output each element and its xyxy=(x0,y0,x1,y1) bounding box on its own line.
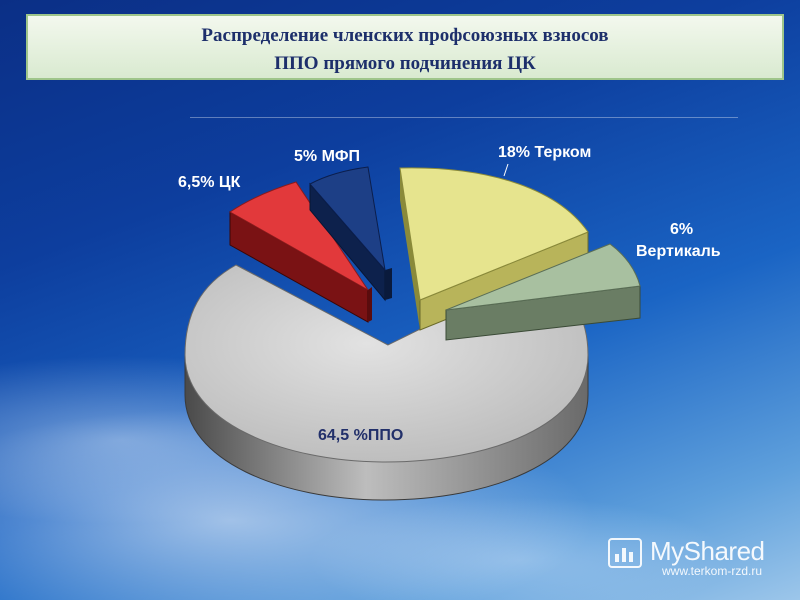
label-ppo: 64,5 %ППО xyxy=(318,427,403,444)
terkom-leader-line xyxy=(503,163,509,177)
slice-vertikal-top xyxy=(445,243,641,311)
title-box: Распределение членских профсоюзных взнос… xyxy=(26,14,784,80)
watermark: MyShared www.terkom-rzd.ru xyxy=(608,536,788,596)
watermark-url: www.terkom-rzd.ru xyxy=(662,564,763,578)
slice-ck-top xyxy=(229,181,369,291)
myshared-logo-icon xyxy=(608,538,642,568)
slice-terkom-side xyxy=(400,168,420,330)
label-terkom: 18% Терком xyxy=(498,144,591,161)
slice-mfp-top xyxy=(309,166,386,272)
slice-ck-side2 xyxy=(368,287,372,322)
label-ck: 6,5% ЦК xyxy=(178,174,241,191)
title-line-1: Распределение членских профсоюзных взнос… xyxy=(201,25,609,46)
watermark-name: MyShared xyxy=(650,536,765,566)
label-vertikal-value: 6% xyxy=(670,221,693,238)
slice-ck xyxy=(229,181,372,323)
title-line-2: ППО прямого подчинения ЦК xyxy=(274,53,536,74)
label-vertikal-name: Вертикаль xyxy=(636,243,721,260)
slice-terkom-top xyxy=(399,167,589,301)
label-mfp: 5% МФП xyxy=(294,148,360,165)
divider xyxy=(190,117,738,118)
slice-vertikal xyxy=(445,243,641,341)
slice-mfp xyxy=(309,166,392,302)
slice-mfp-side2 xyxy=(385,268,392,300)
